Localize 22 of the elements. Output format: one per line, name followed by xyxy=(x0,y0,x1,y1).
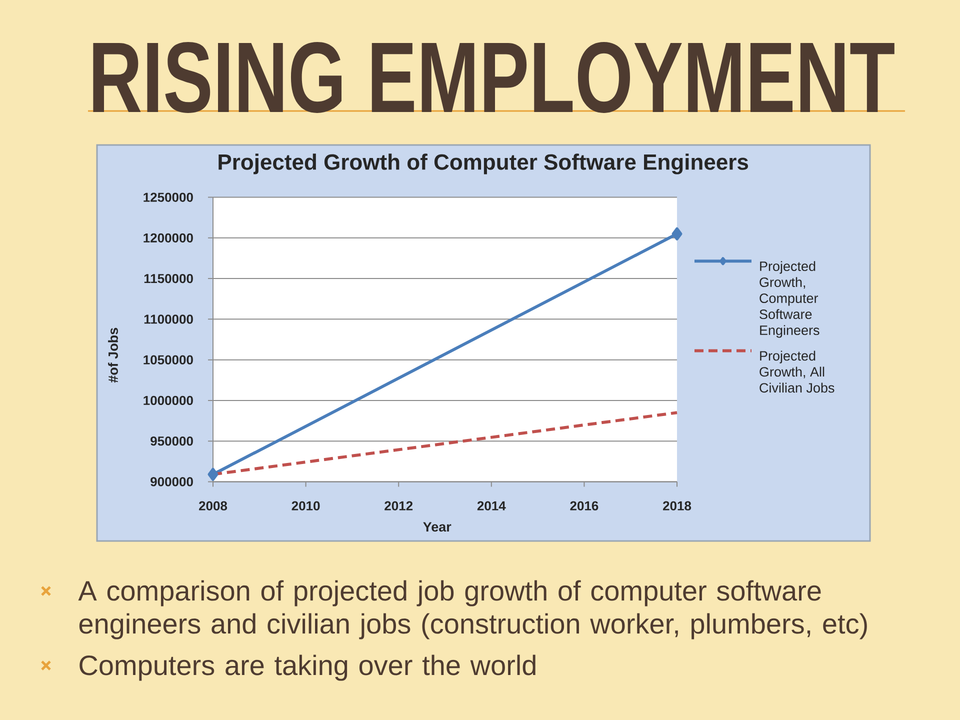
y-tick-label: 1250000 xyxy=(144,192,193,202)
x-tick-label: 2008 xyxy=(198,501,228,510)
y-tick-label: 950000 xyxy=(150,436,193,446)
legend-label: Projected Growth, All Civilian Jobs xyxy=(760,350,834,393)
y-tick-label: 1000000 xyxy=(144,396,193,406)
x-tick-label: 2010 xyxy=(292,501,320,510)
legend-label: Projected Growth, Computer Software Engineers xyxy=(760,261,820,338)
y-tick-label: 1150000 xyxy=(144,274,193,284)
y-tick-label: 1200000 xyxy=(144,233,193,243)
y-tick-label: 1050000 xyxy=(144,355,193,364)
text: Computers are taking over the world xyxy=(80,654,536,681)
x-tick-label: 2018 xyxy=(663,501,692,510)
x-axis-title: Year xyxy=(423,522,452,532)
y-tick-label: 900000 xyxy=(150,477,193,486)
y-tick-label: 1100000 xyxy=(144,314,193,324)
x-tick-label: 2016 xyxy=(570,501,598,510)
chart-subtitle: Projected Growth of Computer Software Engineers xyxy=(218,154,748,174)
x-tick-label: 2014 xyxy=(477,501,506,510)
chart-title: RISING EMPLOYMENT xyxy=(93,42,894,113)
text: A comparison of projected job growth of computer software engineers and civilian jobs (construction worker, plumbers, etc) xyxy=(78,580,867,640)
x-tick-label: 2012 xyxy=(384,501,413,510)
y-axis-title: #of Jobs xyxy=(108,328,118,383)
